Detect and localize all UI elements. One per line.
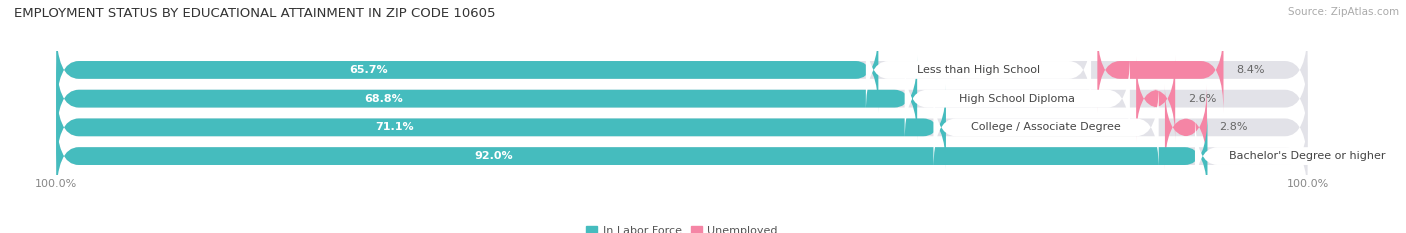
Legend: In Labor Force, Unemployed: In Labor Force, Unemployed [582, 222, 782, 233]
FancyBboxPatch shape [56, 113, 1208, 199]
FancyBboxPatch shape [1166, 85, 1206, 170]
FancyBboxPatch shape [56, 27, 1308, 113]
FancyBboxPatch shape [934, 85, 1159, 170]
FancyBboxPatch shape [56, 56, 1308, 141]
Text: 71.1%: 71.1% [375, 122, 413, 132]
Text: 8.4%: 8.4% [1236, 65, 1264, 75]
FancyBboxPatch shape [866, 27, 1091, 113]
FancyBboxPatch shape [56, 27, 879, 113]
FancyBboxPatch shape [1097, 27, 1223, 113]
FancyBboxPatch shape [1195, 113, 1406, 199]
FancyBboxPatch shape [1136, 56, 1175, 141]
FancyBboxPatch shape [56, 85, 946, 170]
FancyBboxPatch shape [56, 113, 1308, 199]
Text: 92.0%: 92.0% [474, 151, 513, 161]
Text: 2.8%: 2.8% [1219, 122, 1249, 132]
Text: 68.8%: 68.8% [364, 94, 402, 104]
Text: Bachelor's Degree or higher: Bachelor's Degree or higher [1229, 151, 1386, 161]
Text: College / Associate Degree: College / Associate Degree [972, 122, 1121, 132]
Text: Source: ZipAtlas.com: Source: ZipAtlas.com [1288, 7, 1399, 17]
FancyBboxPatch shape [56, 85, 1308, 170]
Text: 2.6%: 2.6% [1188, 94, 1216, 104]
Text: 65.7%: 65.7% [349, 65, 388, 75]
Text: EMPLOYMENT STATUS BY EDUCATIONAL ATTAINMENT IN ZIP CODE 10605: EMPLOYMENT STATUS BY EDUCATIONAL ATTAINM… [14, 7, 495, 20]
FancyBboxPatch shape [904, 56, 1130, 141]
FancyBboxPatch shape [56, 56, 917, 141]
Text: Less than High School: Less than High School [917, 65, 1040, 75]
Text: High School Diploma: High School Diploma [959, 94, 1076, 104]
